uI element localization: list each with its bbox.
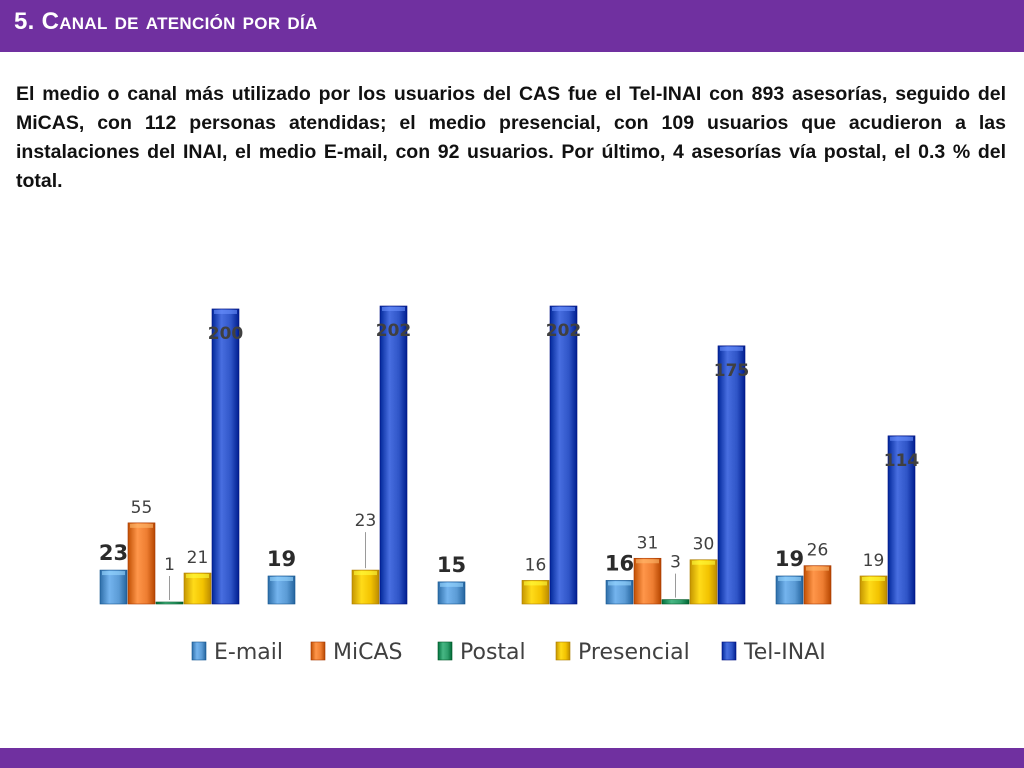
data-label: 31 <box>637 533 659 553</box>
bar-highlight <box>552 307 575 311</box>
bar-telinai-5 <box>887 435 916 605</box>
bar-highlight <box>186 574 209 579</box>
bar-micas-4 <box>633 557 662 605</box>
bar-presencial-1 <box>183 572 212 605</box>
bar-email-3 <box>437 581 466 605</box>
bar-highlight <box>382 307 405 311</box>
legend-label-micas: MiCAS <box>333 640 402 665</box>
legend-swatch-email <box>191 641 207 661</box>
bar-telinai-3 <box>549 305 578 605</box>
data-label: 175 <box>714 361 750 381</box>
bar-micas-1 <box>127 522 156 605</box>
bar-telinai-1 <box>211 308 240 605</box>
bar-email-4 <box>605 580 634 605</box>
data-label: 26 <box>807 541 829 561</box>
data-label: 16 <box>525 555 547 575</box>
bar-telinai-4 <box>717 345 746 605</box>
data-label: 200 <box>208 324 244 344</box>
bar-highlight <box>524 581 547 586</box>
data-label: 202 <box>546 321 582 341</box>
bar-highlight <box>806 566 829 571</box>
data-label: 23 <box>99 541 128 565</box>
bar-highlight <box>692 560 715 565</box>
bar-highlight <box>778 576 801 581</box>
legend-label-email: E-mail <box>214 640 283 665</box>
legend-label-telinai: Tel-INAI <box>743 640 826 665</box>
data-label: 1 <box>164 555 175 575</box>
footer-bar <box>0 748 1024 768</box>
bar-email-1 <box>99 569 128 605</box>
data-label: 3 <box>670 553 681 573</box>
title-bar: 5. Canal de atención por día <box>0 0 1024 52</box>
legend-swatch-telinai <box>721 641 737 661</box>
bar-presencial-3 <box>521 580 550 605</box>
legend-label-postal: Postal <box>460 640 526 665</box>
legend-swatch-micas <box>310 641 326 661</box>
data-label: 19 <box>775 547 804 571</box>
bar-micas-5 <box>803 565 832 605</box>
bar-telinai-2 <box>379 305 408 605</box>
bar-highlight <box>636 559 659 564</box>
data-label: 19 <box>863 551 885 571</box>
data-label: 21 <box>187 548 209 568</box>
bar-highlight <box>720 346 743 351</box>
bar-highlight <box>270 576 293 581</box>
bar-highlight <box>102 571 125 576</box>
bar-highlight <box>608 581 631 586</box>
chart-legend: E-mail MiCAS Postal Presencial Tel-INAI <box>191 640 826 665</box>
data-label: 23 <box>355 511 377 531</box>
data-label: 15 <box>437 553 466 577</box>
data-label: 114 <box>884 451 920 471</box>
data-label: 16 <box>605 551 634 575</box>
data-label: 19 <box>267 547 296 571</box>
data-label: 202 <box>376 321 412 341</box>
bar-presencial-4 <box>689 559 718 605</box>
data-label: 30 <box>693 535 715 555</box>
bars-layer <box>99 305 916 605</box>
legend-label-presencial: Presencial <box>578 640 690 665</box>
bar-highlight <box>354 571 377 576</box>
legend-swatch-presencial <box>555 641 571 661</box>
bar-postal-1 <box>155 601 184 605</box>
page-title: 5. Canal de atención por día <box>14 8 318 35</box>
bar-highlight <box>440 582 463 587</box>
data-label: 55 <box>131 498 153 518</box>
bar-highlight <box>862 576 885 581</box>
bar-presencial-2 <box>351 569 380 605</box>
bar-highlight <box>130 523 153 528</box>
bar-highlight <box>890 436 913 441</box>
bar-highlight <box>214 309 237 314</box>
bar-postal-4 <box>661 599 690 605</box>
legend-swatch-postal <box>437 641 453 661</box>
summary-paragraph: El medio o canal más utilizado por los u… <box>16 83 1006 192</box>
